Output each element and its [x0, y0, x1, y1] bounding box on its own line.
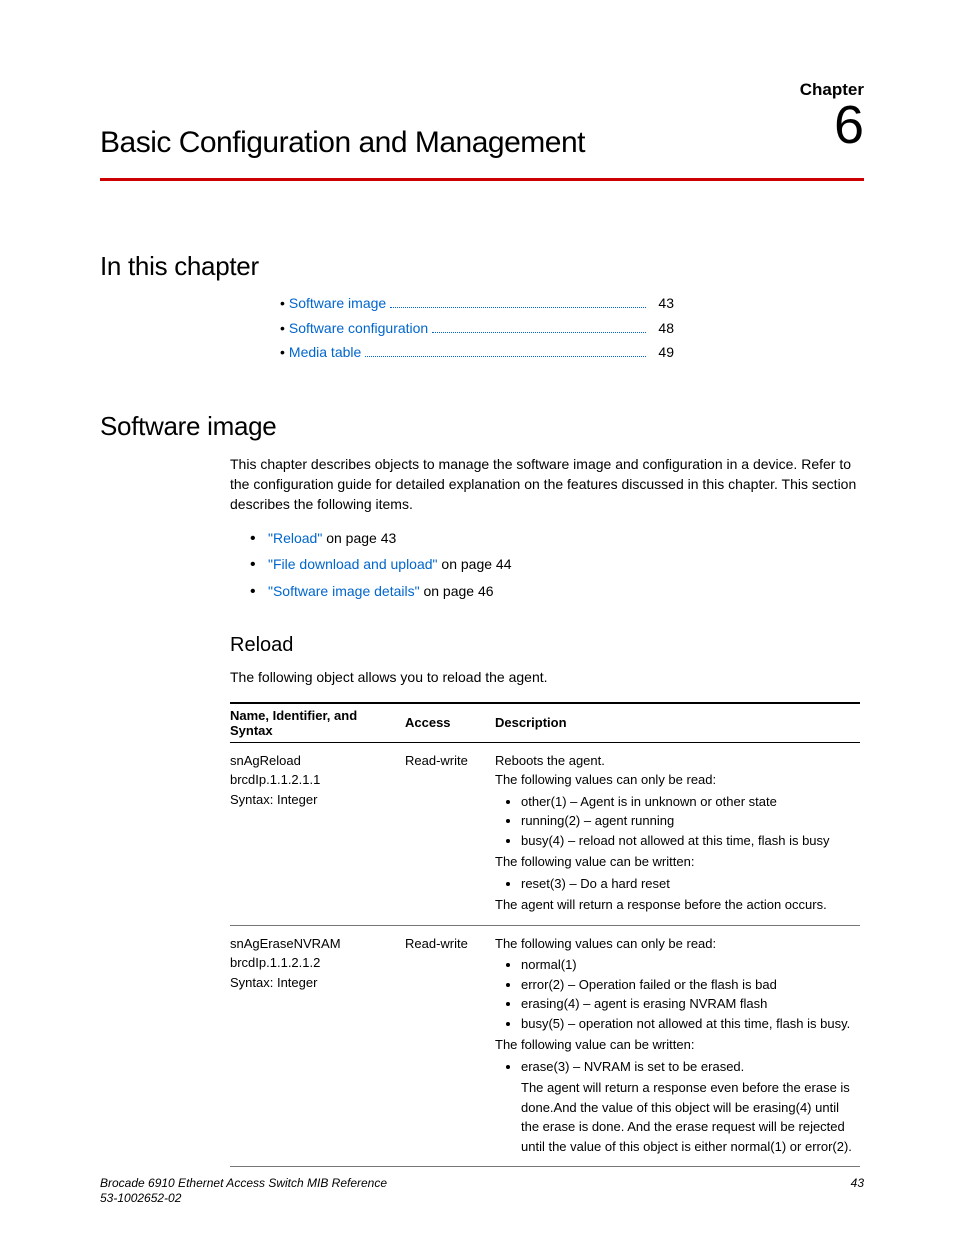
toc-page-number: 49 — [650, 343, 674, 363]
description-value: running(2) – agent running — [521, 811, 854, 831]
cell-name-identifier-syntax: snAgEraseNVRAMbrcdIp.1.1.2.1.2Syntax: In… — [230, 925, 405, 1167]
description-value: normal(1) — [521, 955, 854, 975]
toc-entry: •Media table 49 — [280, 343, 674, 363]
description-value: error(2) – Operation failed or the flash… — [521, 975, 854, 995]
chapter-divider — [100, 178, 864, 181]
toc-entry: •Software configuration 48 — [280, 319, 674, 339]
table-header-access: Access — [405, 703, 495, 743]
list-item: •"File download and upload" on page 44 — [250, 551, 864, 578]
description-value: busy(5) – operation not allowed at this … — [521, 1014, 854, 1034]
toc-page-number: 48 — [650, 319, 674, 339]
bullet-icon: • — [250, 531, 268, 547]
chapter-number: 6 — [834, 98, 864, 152]
page-footer: Brocade 6910 Ethernet Access Switch MIB … — [100, 1176, 864, 1207]
description-post-text: The agent will return a response before … — [495, 895, 854, 915]
intro-paragraph: This chapter describes objects to manage… — [230, 454, 864, 515]
cross-reference-link[interactable]: "Reload" — [268, 530, 322, 546]
table-header-row: Name, Identifier, and Syntax Access Desc… — [230, 703, 860, 743]
cross-reference-link[interactable]: "File download and upload" — [268, 556, 438, 572]
footer-doc-id: 53-1002652-02 — [100, 1191, 181, 1205]
cell-access: Read-write — [405, 925, 495, 1167]
toc-bullet: • — [280, 319, 285, 339]
description-value: erasing(4) – agent is erasing NVRAM flas… — [521, 994, 854, 1014]
toc-leader-dots — [390, 298, 646, 308]
cross-reference-suffix: on page 44 — [438, 556, 512, 572]
description-post-text: The agent will return a response even be… — [521, 1078, 854, 1156]
toc-bullet: • — [280, 294, 285, 314]
reload-intro-text: The following object allows you to reloa… — [230, 667, 864, 687]
chapter-header: Chapter 6 Basic Configuration and Manage… — [100, 80, 864, 172]
list-item: •"Software image details" on page 46 — [250, 578, 864, 605]
cell-name-identifier-syntax: snAgReloadbrcdIp.1.1.2.1.1Syntax: Intege… — [230, 742, 405, 925]
toc-entry: •Software image 43 — [280, 294, 674, 314]
bullet-icon: • — [250, 584, 268, 600]
cross-reference-link[interactable]: "Software image details" — [268, 583, 420, 599]
toc-link[interactable]: Software configuration — [289, 319, 428, 339]
toc-leader-dots — [432, 323, 646, 333]
footer-page-number: 43 — [851, 1176, 864, 1207]
toc-bullet: • — [280, 343, 285, 363]
table-row: snAgEraseNVRAMbrcdIp.1.1.2.1.2Syntax: In… — [230, 925, 860, 1167]
table-header-name: Name, Identifier, and Syntax — [230, 703, 405, 743]
intro-text: This chapter describes objects to manage… — [230, 454, 864, 515]
cell-access: Read-write — [405, 742, 495, 925]
toc-link[interactable]: Media table — [289, 343, 361, 363]
cell-description: The following values can only be read:no… — [495, 925, 860, 1167]
cross-reference-suffix: on page 43 — [322, 530, 396, 546]
description-value: other(1) – Agent is in unknown or other … — [521, 792, 854, 812]
subsection-reload: Reload — [230, 634, 864, 657]
list-item: •"Reload" on page 43 — [250, 525, 864, 552]
section-in-this-chapter: In this chapter — [100, 251, 864, 282]
toc-link[interactable]: Software image — [289, 294, 386, 314]
table-header-description: Description — [495, 703, 860, 743]
reload-intro: The following object allows you to reloa… — [230, 667, 864, 687]
table-row: snAgReloadbrcdIp.1.1.2.1.1Syntax: Intege… — [230, 742, 860, 925]
cell-description: Reboots the agent.The following values c… — [495, 742, 860, 925]
toc-page-number: 43 — [650, 294, 674, 314]
description-value: busy(4) – reload not allowed at this tim… — [521, 831, 854, 851]
reload-table: Name, Identifier, and Syntax Access Desc… — [230, 702, 860, 1168]
toc-leader-dots — [365, 347, 646, 357]
footer-doc-title: Brocade 6910 Ethernet Access Switch MIB … — [100, 1176, 387, 1190]
table-of-contents: •Software image 43•Software configuratio… — [280, 294, 674, 363]
intro-link-list: •"Reload" on page 43•"File download and … — [250, 525, 864, 605]
section-software-image: Software image — [100, 411, 864, 442]
description-value: erase(3) – NVRAM is set to be erased. — [521, 1057, 854, 1077]
description-value: reset(3) – Do a hard reset — [521, 874, 854, 894]
chapter-title: Basic Configuration and Management — [100, 80, 864, 172]
bullet-icon: • — [250, 557, 268, 573]
cross-reference-suffix: on page 46 — [420, 583, 494, 599]
